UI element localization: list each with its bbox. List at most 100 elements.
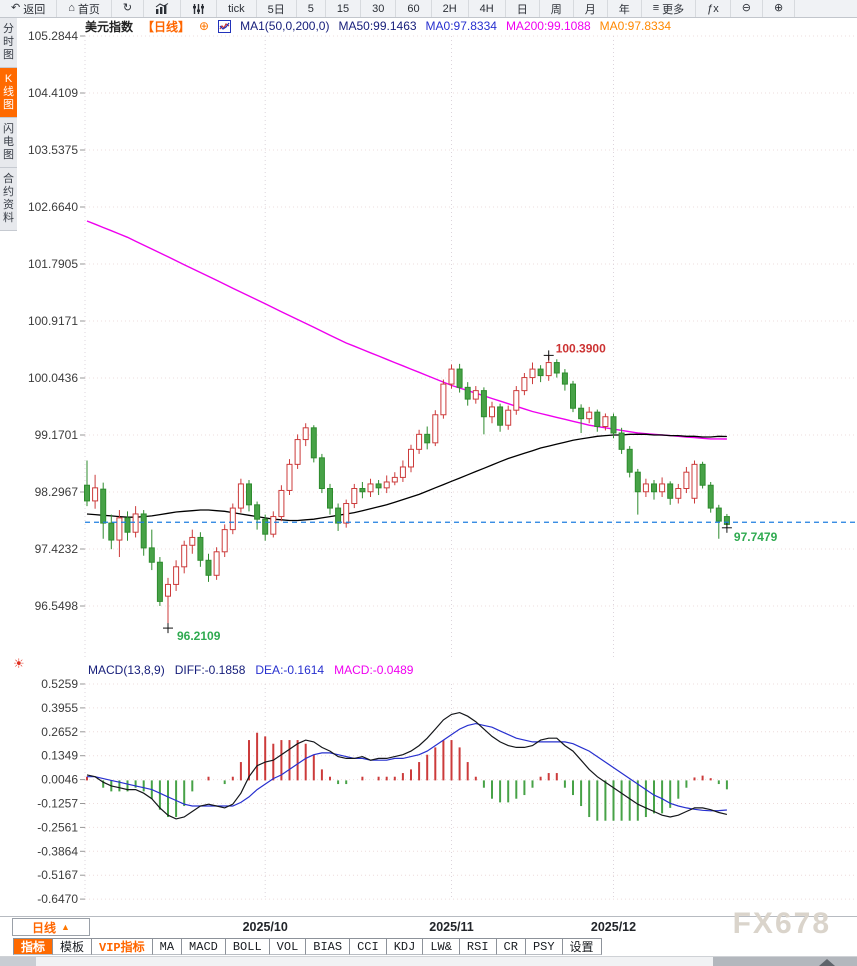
toolbar-year-label: 年 <box>618 3 630 16</box>
toolbar-30m-button[interactable]: 30 <box>361 0 397 17</box>
toolbar-15m-button[interactable]: 15 <box>326 0 362 17</box>
sidebar-item-char: 分 <box>3 23 14 35</box>
toolbar-30m-label: 30 <box>372 2 385 15</box>
toolbar-2h-label: 2H <box>442 2 457 15</box>
toolbar-5d-label: 5日 <box>267 3 285 16</box>
tab-指标[interactable]: 指标 <box>13 938 54 955</box>
macd-y-axis-label: -0.3864 <box>37 844 78 858</box>
tab-模板[interactable]: 模板 <box>53 938 93 955</box>
tab-CCI[interactable]: CCI <box>350 938 387 955</box>
tab-MACD[interactable]: MACD <box>182 938 226 955</box>
annotation-label: 100.3900 <box>556 341 606 355</box>
toolbar-year-button[interactable]: 年 <box>608 0 642 17</box>
toolbar-15m-label: 15 <box>336 2 350 15</box>
bar-chart-icon <box>155 2 169 15</box>
toolbar-2h-button[interactable]: 2H <box>432 0 469 17</box>
zoom-out-icon: ⊖ <box>741 2 751 14</box>
toolbar-60m-button[interactable]: 60 <box>396 0 432 17</box>
main-y-axis-label: 104.4109 <box>28 86 78 100</box>
sidebar-item-char: 料 <box>3 212 14 224</box>
sidebar-item-char: 资 <box>3 199 14 211</box>
toolbar-back-button[interactable]: ↶ 返回 <box>0 0 58 17</box>
toolbar-zoom-in-button[interactable]: ⊕ <box>763 0 796 17</box>
macd-y-axis-label: -0.2561 <box>37 820 78 834</box>
candles <box>84 355 730 629</box>
toolbar-day-label: 日 <box>516 3 528 16</box>
macd-y-axis-label: -0.5167 <box>37 868 78 882</box>
x-axis-date-label: 2025/10 <box>243 920 288 934</box>
toolbar-4h-label: 4H <box>479 2 494 15</box>
toolbar-tick-button[interactable]: tick <box>217 0 257 17</box>
sidebar-item-合约资料[interactable]: 合约资料 <box>0 168 17 231</box>
tab-BIAS[interactable]: BIAS <box>306 938 351 955</box>
refresh-icon: ↻ <box>122 2 133 14</box>
toolbar-60m-label: 60 <box>407 2 420 15</box>
toolbar-week-button[interactable]: 周 <box>540 0 574 17</box>
toolbar-back-label: 返回 <box>23 3 46 16</box>
toolbar-more-button[interactable]: ≡ 更多 <box>642 0 697 17</box>
sun-icon[interactable]: ☀ <box>13 656 25 671</box>
period-selector-button[interactable]: 日线 ▲ <box>12 918 90 936</box>
main-y-axis-label: 98.2967 <box>35 485 79 499</box>
tab-CR[interactable]: CR <box>496 938 526 955</box>
toolbar-4h-button[interactable]: 4H <box>469 0 506 17</box>
ma0-orange-value: MA0:97.8334 <box>599 19 672 33</box>
menu-icon: ≡ <box>652 2 660 14</box>
tab-RSI[interactable]: RSI <box>459 938 497 955</box>
macd-y-axis-label: 0.2652 <box>41 725 78 739</box>
toolbar-more-label: 更多 <box>662 3 685 16</box>
tab-BOLL[interactable]: BOLL <box>225 938 270 955</box>
main-y-axis-label: 103.5375 <box>28 143 78 157</box>
tab-设置[interactable]: 设置 <box>562 938 602 955</box>
toolbar-5m-button[interactable]: 5 <box>297 0 326 17</box>
main-y-axis-label: 99.1701 <box>35 428 79 442</box>
tab-PSY[interactable]: PSY <box>525 938 563 955</box>
toolbar-fx-label: ƒx <box>707 2 719 15</box>
dea-line <box>87 722 727 812</box>
toolbar-chart-type-button[interactable] <box>144 0 182 17</box>
ma200-value: MA200:99.1088 <box>505 19 591 33</box>
tab-KDJ[interactable]: KDJ <box>386 938 424 955</box>
toolbar-5m-label: 5 <box>307 2 314 15</box>
tab-MA[interactable]: MA <box>152 938 183 955</box>
ma50-line <box>86 433 727 522</box>
macd-params-label: MACD(13,8,9) <box>88 662 165 677</box>
sidebar-item-闪电图[interactable]: 闪电图 <box>0 118 17 168</box>
ma200-line <box>86 220 727 440</box>
scrollbar-thumb[interactable] <box>713 957 857 966</box>
toolbar-refresh-button[interactable]: ↻ <box>112 0 145 17</box>
main-chart-legend: 美元指数 【日线】 ⊕ MA1(50,0,200,0) MA50:99.1463… <box>85 19 672 34</box>
sidebar-item-char: K <box>4 73 13 85</box>
macd-y-axis-label: 0.1349 <box>41 749 78 763</box>
ma-settings-label: MA1(50,0,200,0) <box>240 19 330 33</box>
sidebar-item-char: 图 <box>3 99 14 111</box>
period-selector-label: 日线 <box>32 920 57 935</box>
price-annotations: 100.3900 96.2109 97.7479 <box>163 341 778 643</box>
circle-plus-icon[interactable]: ⊕ <box>199 19 210 33</box>
tab-VOL[interactable]: VOL <box>269 938 307 955</box>
sidebar-item-分时图[interactable]: 分时图 <box>0 18 17 68</box>
toolbar-month-label: 月 <box>584 3 596 16</box>
expand-triangle-icon[interactable] <box>819 958 835 966</box>
tab-LW&[interactable]: LW& <box>423 938 460 955</box>
sidebar-item-char: 图 <box>3 49 14 61</box>
sidebar-item-char: 合 <box>3 173 14 185</box>
toolbar-5d-button[interactable]: 5日 <box>257 0 297 17</box>
main-y-axis-label: 101.7905 <box>28 257 78 271</box>
toolbar-day-button[interactable]: 日 <box>506 0 540 17</box>
toolbar-month-button[interactable]: 月 <box>574 0 608 17</box>
sidebar-item-char: 约 <box>3 186 14 198</box>
candle-chart-icon[interactable] <box>218 19 232 33</box>
macd-y-axis-label: 0.0046 <box>41 773 78 787</box>
toolbar-zoom-out-button[interactable]: ⊖ <box>731 0 763 17</box>
sliders-icon <box>192 3 205 15</box>
toolbar-home-button[interactable]: ⌂ 首页 <box>57 0 112 17</box>
toolbar-indicator-settings-button[interactable] <box>181 0 218 17</box>
toolbar-fx-button[interactable]: ƒx <box>696 0 731 17</box>
ma0-blue-value: MA0:97.8334 <box>425 19 497 33</box>
tab-VIP指标[interactable]: VIP指标 <box>92 938 153 955</box>
sidebar-item-char: 电 <box>3 136 14 148</box>
